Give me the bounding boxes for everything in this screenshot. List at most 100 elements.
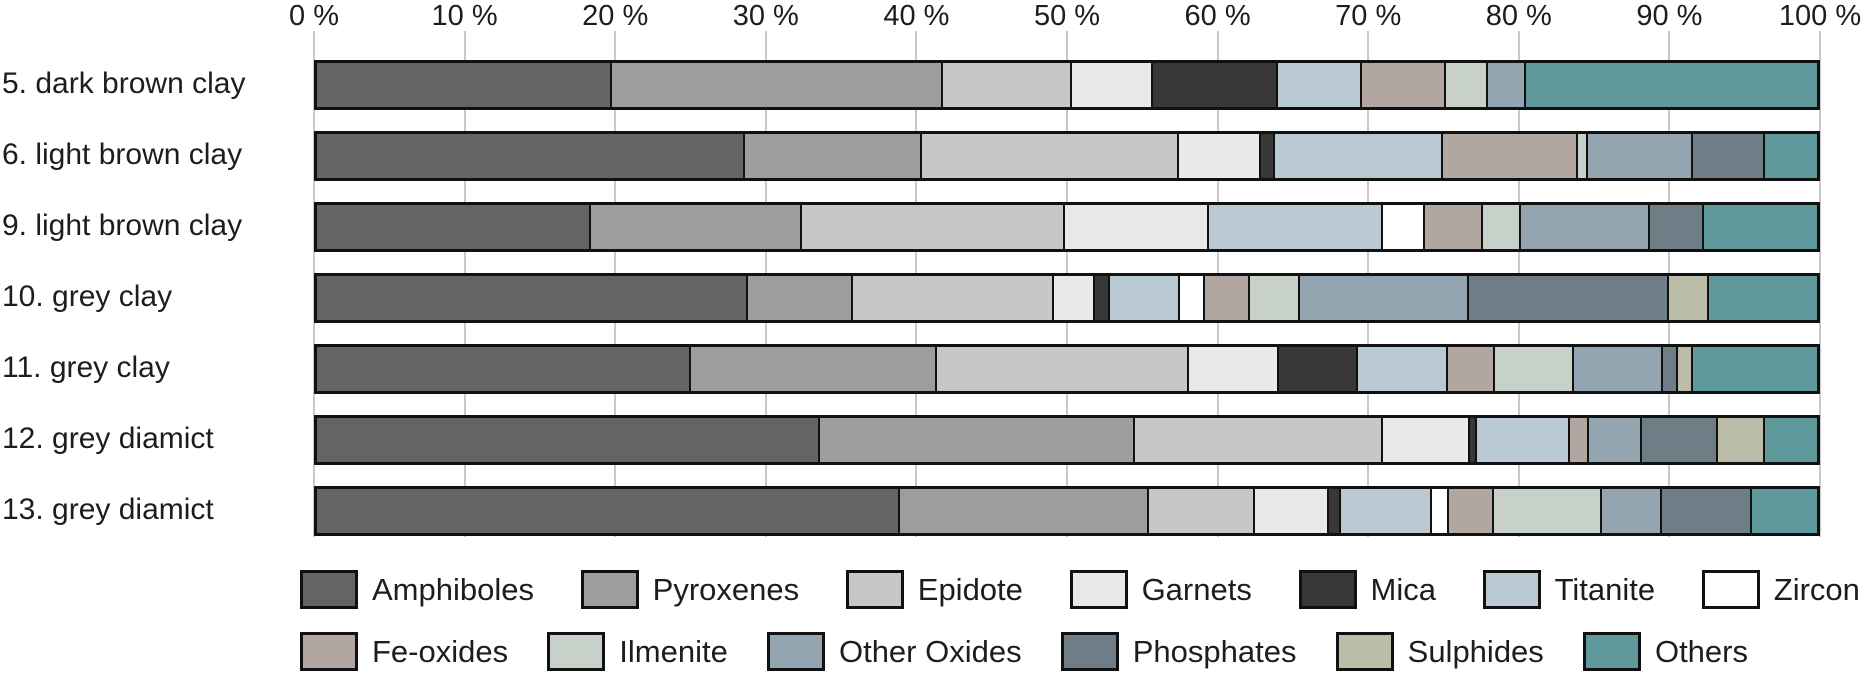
legend-item-pyroxenes: Pyroxenes	[580, 570, 799, 609]
legend-item-amphiboles: Amphiboles	[300, 570, 534, 609]
legend-item-others: Others	[1582, 632, 1748, 671]
segment-titanite	[1107, 276, 1178, 320]
segment-fe-oxides	[1422, 205, 1481, 249]
segment-phosphates	[1659, 489, 1750, 533]
segment-titanite	[1275, 63, 1360, 107]
segment-titanite	[1338, 489, 1430, 533]
segment-fe-oxides	[1446, 347, 1493, 391]
segment-other-oxides	[1485, 63, 1525, 107]
legend-item-zircon: Zircon	[1701, 570, 1860, 609]
x-axis-tick-label: 50 %	[1033, 0, 1101, 32]
segment-fe-oxides	[1568, 418, 1588, 462]
legend-item-phosphates: Phosphates	[1060, 632, 1297, 671]
segment-pyroxenes	[746, 276, 851, 320]
legend-swatch-icon	[1701, 570, 1760, 609]
segment-other-oxides	[1572, 347, 1661, 391]
segment-titanite	[1356, 347, 1447, 391]
segment-titanite	[1475, 418, 1568, 462]
segment-ilmenite	[1575, 134, 1586, 178]
x-axis-tick-label: 0 %	[289, 0, 339, 32]
segment-amphiboles	[317, 276, 746, 320]
x-axis-tick-label: 20 %	[582, 0, 649, 32]
segment-others	[1701, 205, 1817, 249]
sample-label: 5. dark brown clay	[2, 67, 246, 100]
bar-9-light-brown-clay	[314, 202, 1820, 252]
x-axis-tick-label: 100 %	[1778, 0, 1862, 32]
segment-garnets	[1186, 347, 1277, 391]
legend-item-epidote: Epidote	[845, 570, 1023, 609]
legend-swatch-icon	[547, 632, 606, 671]
segment-sulphides	[1716, 418, 1763, 462]
x-axis-tick-label: 70 %	[1335, 0, 1402, 32]
sample-label: 13. grey diamict	[2, 493, 214, 526]
legend-label: Titanite	[1554, 571, 1656, 607]
legend-item-mica: Mica	[1298, 570, 1436, 609]
legend-item-sulphides: Sulphides	[1335, 632, 1544, 671]
segment-titanite	[1272, 134, 1441, 178]
segment-epidote	[1133, 418, 1381, 462]
segment-other-oxides	[1518, 205, 1648, 249]
segment-amphiboles	[317, 63, 610, 107]
sample-label: 10. grey clay	[2, 280, 173, 313]
legend-swatch-icon	[1582, 632, 1641, 671]
segment-others	[1524, 63, 1817, 107]
segment-others	[1763, 134, 1817, 178]
segment-other-oxides	[1297, 276, 1468, 320]
bar-11-grey-clay	[314, 344, 1820, 394]
segment-amphiboles	[317, 347, 689, 391]
segment-others	[1707, 276, 1817, 320]
plot-area	[313, 31, 1821, 537]
segment-pyroxenes	[897, 489, 1147, 533]
legend-label: Zircon	[1773, 571, 1860, 607]
bar-12-grey-diamict	[314, 415, 1820, 465]
legend-label: Other Oxides	[838, 633, 1022, 669]
segment-ilmenite	[1492, 347, 1573, 391]
bar-6-light-brown-clay	[314, 131, 1820, 181]
legend-item-fe-oxides: Fe-oxides	[300, 632, 508, 671]
segment-mica	[1259, 134, 1273, 178]
segment-other-oxides	[1586, 134, 1691, 178]
sample-label: 11. grey clay	[2, 351, 170, 384]
segment-other-oxides	[1599, 489, 1660, 533]
segment-mica	[1326, 489, 1339, 533]
segment-mica	[1467, 418, 1475, 462]
segment-mica	[1092, 276, 1108, 320]
segment-garnets	[1380, 418, 1468, 462]
segment-fe-oxides	[1359, 63, 1444, 107]
legend-label: Amphiboles	[372, 571, 534, 607]
legend-swatch-icon	[1069, 570, 1128, 609]
segment-amphiboles	[317, 205, 589, 249]
legend-label: Others	[1654, 633, 1748, 669]
segment-epidote	[1146, 489, 1253, 533]
segment-phosphates	[1647, 205, 1702, 249]
legend-swatch-icon	[845, 570, 904, 609]
legend-label: Sulphides	[1407, 633, 1544, 669]
segment-garnets	[1253, 489, 1327, 533]
legend-swatch-icon	[300, 570, 358, 609]
segment-phosphates	[1660, 347, 1676, 391]
segment-sulphides	[1666, 276, 1708, 320]
x-axis-tick-label: 10 %	[431, 0, 498, 32]
legend-label: Fe-oxides	[372, 633, 509, 669]
x-axis-tick-label: 80 %	[1485, 0, 1552, 32]
segment-ilmenite	[1481, 205, 1519, 249]
segment-fe-oxides	[1446, 489, 1492, 533]
legend-label: Garnets	[1141, 571, 1252, 607]
segment-garnets	[1070, 63, 1151, 107]
legend-swatch-icon	[300, 632, 358, 671]
legend-swatch-icon	[1335, 632, 1394, 671]
segment-others	[1762, 418, 1817, 462]
legend-label: Phosphates	[1132, 633, 1297, 669]
segment-amphiboles	[317, 418, 818, 462]
segment-pyroxenes	[818, 418, 1133, 462]
legend-label: Epidote	[917, 571, 1023, 607]
segment-amphiboles	[317, 489, 898, 533]
x-axis-tick-label: 60 %	[1184, 0, 1251, 32]
legend-swatch-icon	[1298, 570, 1357, 609]
segment-pyroxenes	[743, 134, 920, 178]
legend-swatch-icon	[1482, 570, 1541, 609]
segment-epidote	[941, 63, 1070, 107]
segment-ilmenite	[1248, 276, 1298, 320]
legend-swatch-icon	[1060, 632, 1119, 671]
